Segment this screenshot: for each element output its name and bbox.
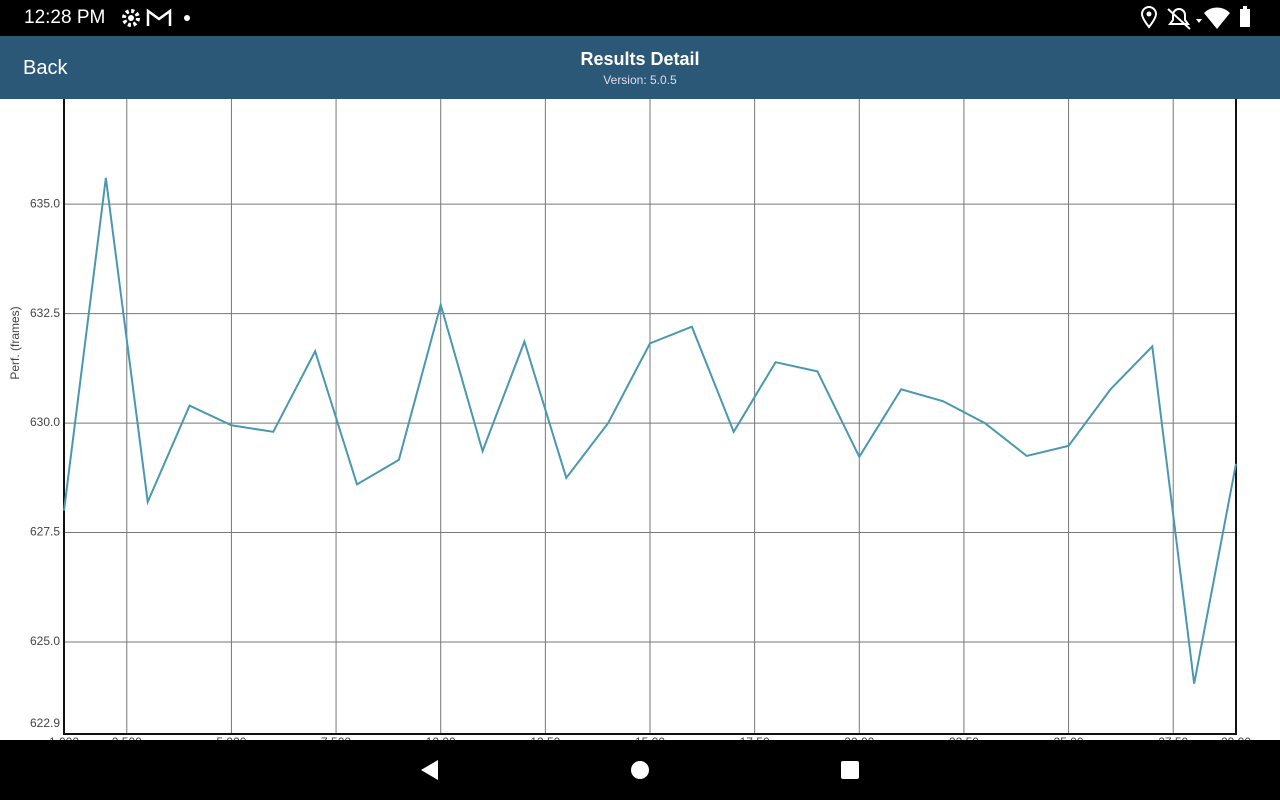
y-tick-label: 630.0 — [30, 415, 60, 429]
y-tick-label: 632.5 — [30, 306, 60, 320]
nav-back[interactable] — [421, 760, 438, 780]
clock: 12:28 PM — [24, 7, 106, 28]
x-tick-label: 25.00 — [1054, 735, 1084, 740]
plot-frame — [63, 99, 1237, 735]
x-tick-label: 2.500 — [112, 735, 142, 740]
x-tick-label: 20.00 — [844, 735, 874, 740]
x-tick-label: 10.00 — [426, 735, 456, 740]
status-bar: 12:28 PM — [0, 0, 1280, 36]
version: Version: 5.0.5 — [603, 73, 677, 87]
y-axis-label: Perf. (frames) — [8, 306, 22, 379]
status-icons — [122, 8, 190, 27]
app-header: Back Results Detail Version: 5.0.5 — [0, 36, 1280, 99]
data-line — [63, 177, 1237, 684]
y-tick-label: 625.0 — [30, 634, 60, 648]
x-tick-label: 29.00 — [1221, 735, 1251, 740]
nav-bar — [0, 740, 1280, 800]
back-button[interactable]: Back — [23, 57, 68, 79]
x-tick-label: 7.500 — [321, 735, 351, 740]
x-tick-label: 15.00 — [635, 735, 665, 740]
x-tick-label: 22.50 — [949, 735, 979, 740]
y-tick-label: 622.9 — [30, 716, 60, 730]
nav-home[interactable] — [631, 761, 649, 779]
y-tick-label: 627.5 — [30, 525, 60, 539]
x-tick-label: 5.000 — [216, 735, 246, 740]
nav-recents[interactable] — [841, 761, 859, 779]
nav-buttons — [421, 760, 859, 780]
x-tick-label: 27.50 — [1158, 735, 1188, 740]
system-icons — [1140, 6, 1250, 30]
x-tick-label: 12.50 — [530, 735, 560, 740]
x-tick-label: 17.50 — [740, 735, 770, 740]
chart: Perf. (frames) 622.9 625.0 627.5 630.0 632.5… — [8, 99, 1251, 740]
page-title: Results Detail — [580, 49, 700, 69]
x-tick-label: 1.000 — [49, 735, 79, 740]
y-tick-label: 635.0 — [30, 196, 60, 210]
